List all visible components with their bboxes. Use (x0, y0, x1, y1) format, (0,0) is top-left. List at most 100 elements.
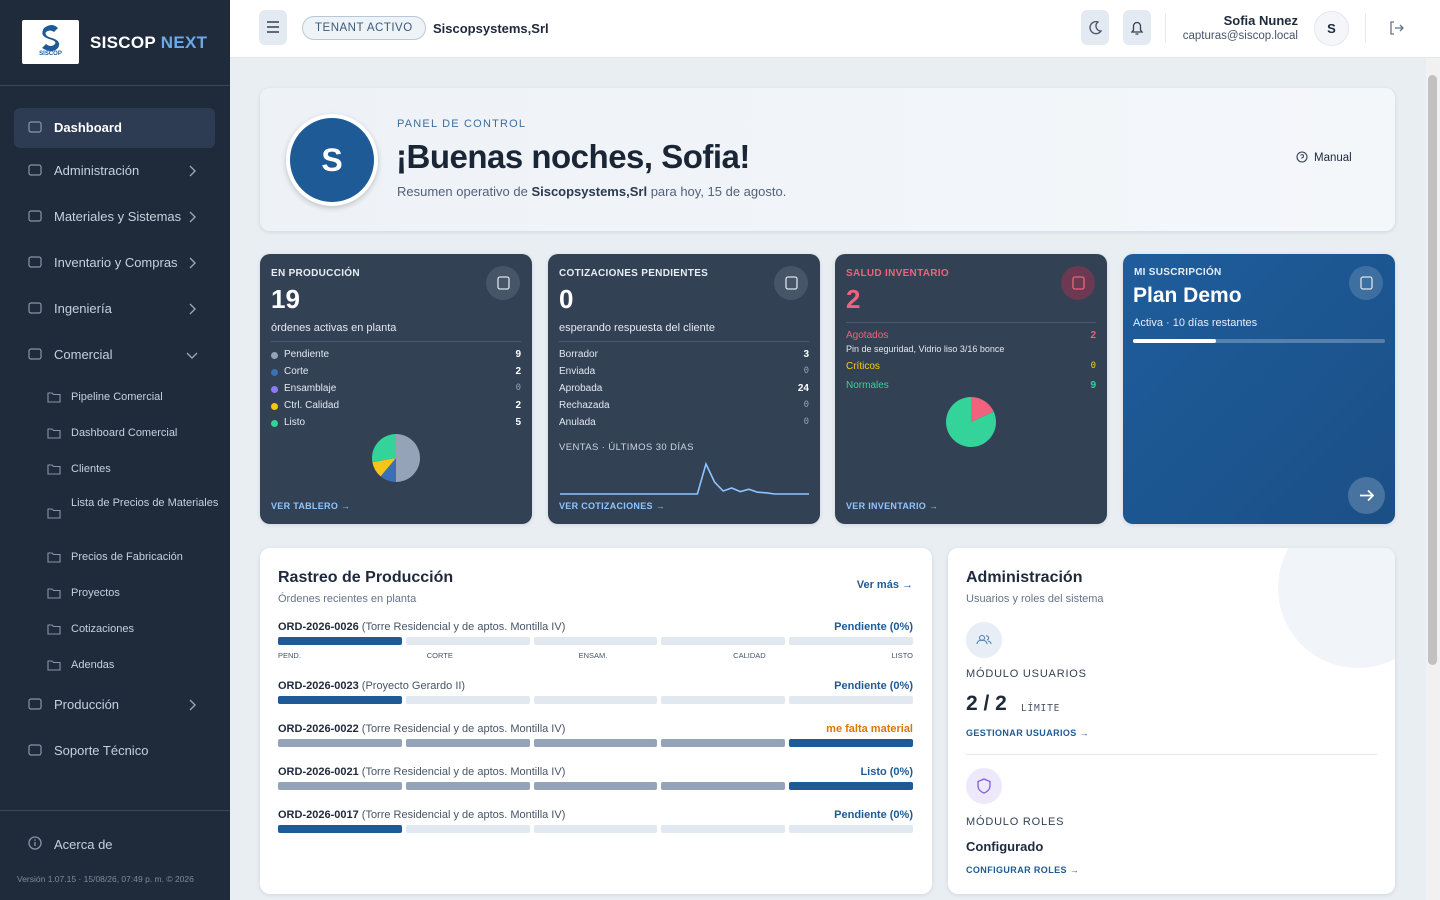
nav-label[interactable]: Dashboard (54, 120, 122, 135)
nav-label[interactable]: Materiales y Sistemas (54, 209, 182, 224)
nav-subitem[interactable]: Precios de Fabricación (14, 538, 215, 574)
row-label: Agotados (846, 330, 889, 341)
list-row: Agotados 2 (846, 330, 1096, 344)
stage-segment (278, 825, 402, 833)
card-link[interactable]: VER TABLERO → (271, 501, 351, 511)
kpi-card: COTIZACIONES PENDIENTES 0 esperando respue… (548, 254, 820, 524)
row-value: 0 (803, 400, 809, 410)
about-icon (28, 836, 42, 850)
nav-subitem[interactable]: Cotizaciones (14, 610, 215, 646)
stage-segment (405, 739, 530, 747)
scrollbar-thumb[interactable] (1428, 75, 1437, 665)
legend-dot (271, 352, 278, 359)
nav-item[interactable]: Soporte Técnico (14, 728, 215, 774)
icon-shape (28, 302, 42, 314)
pie-chart (946, 397, 996, 447)
nav-item[interactable]: Administración (14, 148, 215, 194)
brand: SISCOP NEXT (90, 33, 207, 53)
nav-label[interactable]: Producción (54, 697, 120, 712)
order-title[interactable]: ORD-2026-0017 (Torre Residencial y de ap… (278, 809, 565, 821)
nav-subitem[interactable]: Pipeline Comercial (14, 378, 215, 414)
nav-label[interactable]: Inventario y Compras (54, 255, 178, 270)
nav-subitem[interactable]: Dashboard Comercial (14, 414, 215, 450)
nav-sublabel[interactable]: Lista de Precios de Materiales (71, 497, 219, 509)
nav-label[interactable]: Soporte Técnico (54, 743, 149, 758)
icon-shape (28, 698, 42, 710)
roles-label: MÓDULO ROLES (966, 816, 1065, 828)
plan-name: Plan Demo (1133, 284, 1242, 307)
notifications-button[interactable] (1123, 10, 1151, 45)
subtitle-text: para hoy, 15 de agosto. (650, 184, 787, 199)
nav-subitem[interactable]: Proyectos (14, 574, 215, 610)
divider (0, 810, 230, 811)
kpi-icon (1349, 266, 1383, 300)
nav-item[interactable]: Producción (14, 682, 215, 728)
icon-shape (28, 164, 42, 176)
nav-sublabel[interactable]: Pipeline Comercial (71, 391, 163, 403)
nav-item[interactable]: Ingeniería (14, 286, 215, 332)
users-link[interactable]: GESTIONAR USUARIOS → (966, 728, 1090, 738)
icon (497, 276, 510, 290)
nav-item[interactable]: Comercial (14, 332, 215, 378)
icon-shape (28, 744, 42, 756)
kpi-card: MI SUSCRIPCIÓN Plan Demo Activa · 10 días … (1123, 254, 1395, 524)
nav-sublabel[interactable]: Proyectos (71, 587, 120, 599)
nav-sublabel[interactable]: Clientes (71, 463, 111, 475)
subtitle-company: Siscopsystems,Srl (531, 184, 648, 199)
icon-shape (28, 210, 42, 222)
nav-icon (28, 164, 42, 176)
theme-button[interactable] (1081, 10, 1109, 45)
roles-link[interactable]: CONFIGURAR ROLES → (966, 865, 1080, 875)
nav-sublabel[interactable]: Adendas (71, 659, 115, 671)
nav-item[interactable]: Materiales y Sistemas (14, 194, 215, 240)
kpi-label: COTIZACIONES PENDIENTES (559, 268, 709, 279)
manual-button[interactable]: Manual (1296, 151, 1352, 164)
menu-button[interactable] (259, 10, 287, 45)
nav-subitem[interactable]: Adendas (14, 646, 215, 682)
tracking-more[interactable]: Ver más → (856, 579, 913, 591)
stage-segment (789, 696, 913, 704)
nav-sublabel[interactable]: Dashboard Comercial (71, 427, 178, 439)
arrow-button[interactable] (1348, 477, 1385, 514)
list-row: Anulada 0 (559, 417, 809, 431)
nav-label[interactable]: Comercial (54, 347, 113, 362)
icon-shape (1360, 276, 1373, 290)
nav-subitem[interactable]: Lista de Precios de Materiales (14, 486, 219, 538)
order-title[interactable]: ORD-2026-0023 (Proyecto Gerardo II) (278, 680, 465, 692)
nav-label[interactable]: Ingeniería (54, 301, 112, 316)
admin-subtitle: Usuarios y roles del sistema (966, 593, 1104, 605)
users-icon (966, 622, 1002, 658)
kpi-icon (774, 266, 808, 300)
icon-shape (47, 588, 61, 599)
pie-slice (372, 458, 396, 477)
row-label: Aprobada (559, 383, 603, 394)
nav-sublabel[interactable]: Precios de Fabricación (71, 551, 183, 563)
logout-button[interactable] (1388, 20, 1404, 36)
nav-item[interactable]: Dashboard (14, 108, 215, 148)
stage-segment (789, 782, 913, 790)
order-title[interactable]: ORD-2026-0022 (Torre Residencial y de ap… (278, 723, 565, 735)
nav-sublabel[interactable]: Cotizaciones (71, 623, 134, 635)
about-link[interactable]: Acerca de (54, 837, 113, 852)
stage-segment (533, 696, 658, 704)
order-title[interactable]: ORD-2026-0026 (Torre Residencial y de ap… (278, 621, 565, 633)
card-link[interactable]: VER INVENTARIO → (846, 501, 939, 511)
logo-text: SISCOP (39, 51, 62, 57)
manual-label[interactable]: Manual (1314, 152, 1352, 164)
order-id[interactable]: ORD-2026-0021 (278, 766, 359, 778)
user-avatar[interactable]: S (1314, 11, 1349, 46)
card-link[interactable]: VER COTIZACIONES → (559, 501, 665, 511)
order-id[interactable]: ORD-2026-0017 (278, 809, 359, 821)
scrollbar[interactable] (1426, 58, 1440, 900)
order-title[interactable]: ORD-2026-0021 (Torre Residencial y de ap… (278, 766, 565, 778)
nav-subitem[interactable]: Clientes (14, 450, 215, 486)
order-id[interactable]: ORD-2026-0026 (278, 621, 359, 633)
nav-label[interactable]: Administración (54, 163, 140, 178)
order-id[interactable]: ORD-2026-0023 (278, 680, 359, 692)
stage-segment (405, 782, 530, 790)
nav-item[interactable]: Inventario y Compras (14, 240, 215, 286)
order-id[interactable]: ORD-2026-0022 (278, 723, 359, 735)
order-project: (Torre Residencial y de aptos. Montilla … (361, 723, 566, 735)
order-project: (Torre Residencial y de aptos. Montilla … (361, 621, 566, 633)
